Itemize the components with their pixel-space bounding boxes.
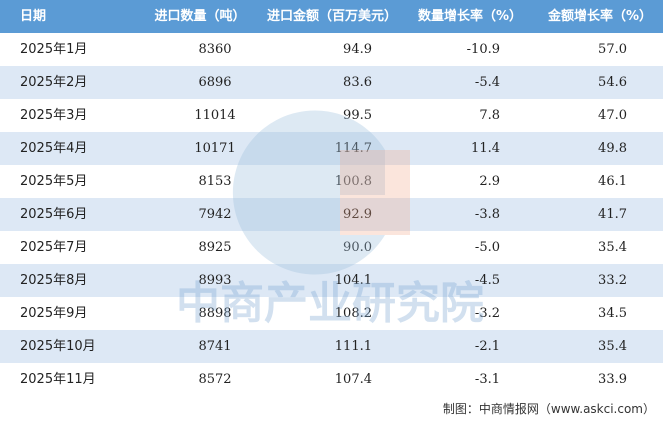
- table-cell: -3.8: [474, 207, 500, 222]
- table-row: 2025年5月 8153 100.8 2.9 46.1: [0, 165, 663, 198]
- table-cell: -4.5: [474, 273, 500, 288]
- table-row: 2025年11月 8572 107.4 -3.1 33.9: [0, 363, 663, 396]
- table-cell: 8153: [198, 174, 232, 189]
- table-row: 2025年3月 11014 99.5 7.8 47.0: [0, 99, 663, 132]
- table-row: 2025年4月 10171 114.7 11.4 49.8: [0, 132, 663, 165]
- table-cell: 108.2: [334, 306, 372, 321]
- header-cell: 进口金额（百万美元）: [266, 9, 398, 24]
- table-cell: -5.4: [474, 75, 500, 90]
- header-row: 日期 进口数量（吨） 进口金额（百万美元） 数量增长率（%） 金额增长率（%）: [0, 0, 663, 33]
- table-cell: 8898: [198, 306, 232, 321]
- table-cell: 2025年3月: [20, 108, 88, 123]
- table-cell: 8572: [198, 372, 232, 387]
- table-cell: 2025年1月: [20, 42, 88, 57]
- table-cell: -3.1: [474, 372, 500, 387]
- table-cell: 2025年2月: [20, 75, 88, 90]
- table-cell: 2025年5月: [20, 174, 88, 189]
- table-row: 2025年1月 8360 94.9 -10.9 57.0: [0, 33, 663, 66]
- table-row: 2025年2月 6896 83.6 -5.4 54.6: [0, 66, 663, 99]
- table-cell: 8993: [198, 273, 232, 288]
- header-cell: 金额增长率（%）: [547, 9, 653, 24]
- table-cell: 33.2: [598, 273, 627, 288]
- footer: 制图：中商情报网（www.askci.com）: [442, 402, 655, 416]
- table-cell: 2025年11月: [20, 372, 96, 387]
- table-cell: 34.5: [598, 306, 627, 321]
- table-cell: 41.7: [598, 207, 627, 222]
- table-cell: 2025年7月: [20, 240, 88, 255]
- header-cell: 数量增长率（%）: [417, 9, 523, 24]
- table-cell: 35.4: [598, 339, 627, 354]
- table-row: 2025年6月 7942 92.9 -3.8 41.7: [0, 198, 663, 231]
- table-cell: 107.4: [334, 372, 372, 387]
- table-cell: 2025年10月: [20, 339, 96, 354]
- table-cell: -2.1: [474, 339, 500, 354]
- table-cell: 90.0: [343, 240, 372, 255]
- table-row: 2025年8月 8993 104.1 -4.5 33.2: [0, 264, 663, 297]
- table-cell: 8925: [198, 240, 232, 255]
- table-cell: 46.1: [598, 174, 627, 189]
- table-row: 2025年7月 8925 90.0 -5.0 35.4: [0, 231, 663, 264]
- table-cell: 49.8: [598, 141, 627, 156]
- table-cell: 10171: [194, 141, 236, 156]
- table-cell: 100.8: [334, 174, 372, 189]
- table-cell: 2025年6月: [20, 207, 88, 222]
- table-cell: 104.1: [334, 273, 372, 288]
- table-cell: 8360: [198, 42, 232, 57]
- table-cell: 33.9: [598, 372, 627, 387]
- table-cell: 2025年4月: [20, 141, 88, 156]
- table-cell: 2025年8月: [20, 273, 88, 288]
- table-cell: 8741: [198, 339, 232, 354]
- table-cell: 7942: [198, 207, 232, 222]
- table-row: 2025年10月 8741 111.1 -2.1 35.4: [0, 330, 663, 363]
- table-cell: 57.0: [598, 42, 627, 57]
- table-cell: 7.8: [479, 108, 500, 123]
- header-cell: 日期: [20, 9, 47, 24]
- table-cell: -5.0: [474, 240, 500, 255]
- table-cell: 6896: [198, 75, 232, 90]
- table-cell: 2.9: [479, 174, 500, 189]
- table-cell: 114.7: [334, 141, 372, 156]
- table-cell: 11014: [194, 108, 236, 123]
- table-cell: 99.5: [343, 108, 372, 123]
- table-cell: 2025年9月: [20, 306, 88, 321]
- header-cell: 进口数量（吨）: [154, 9, 246, 24]
- table-cell: 92.9: [343, 207, 372, 222]
- table-cell: -3.2: [474, 306, 500, 321]
- table-cell: 47.0: [598, 108, 627, 123]
- table-cell: 83.6: [343, 75, 372, 90]
- table-cell: -10.9: [466, 42, 500, 57]
- table-cell: 111.1: [334, 339, 372, 354]
- table-row: 2025年9月 8898 108.2 -3.2 34.5: [0, 297, 663, 330]
- table-cell: 11.4: [471, 141, 500, 156]
- table-cell: 94.9: [343, 42, 372, 57]
- table-cell: 54.6: [598, 75, 627, 90]
- table-cell: 35.4: [598, 240, 627, 255]
